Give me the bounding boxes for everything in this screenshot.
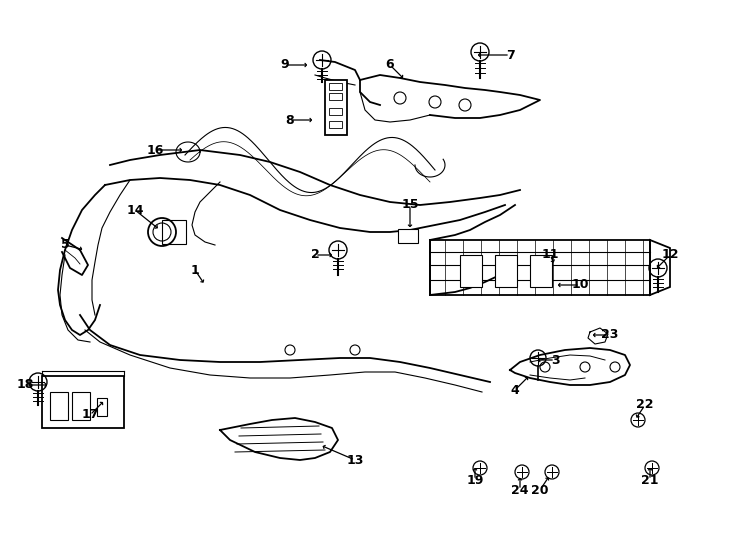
Bar [329, 93, 342, 100]
Text: 19: 19 [466, 474, 484, 487]
Bar [97, 398, 107, 416]
Text: 1: 1 [191, 264, 200, 276]
Text: 24: 24 [512, 483, 528, 496]
Text: 15: 15 [401, 199, 419, 212]
Text: 16: 16 [146, 144, 164, 157]
Text: 22: 22 [636, 399, 654, 411]
Text: 23: 23 [601, 328, 619, 341]
Text: 9: 9 [280, 58, 289, 71]
Bar [325, 80, 347, 135]
Text: 20: 20 [531, 483, 549, 496]
FancyBboxPatch shape [162, 220, 186, 244]
Text: 17: 17 [81, 408, 99, 422]
Text: 6: 6 [385, 58, 394, 71]
Bar [50, 392, 68, 420]
Bar [42, 376, 124, 428]
Text: 2: 2 [310, 248, 319, 261]
Text: 7: 7 [506, 49, 515, 62]
Text: 13: 13 [346, 454, 363, 467]
Text: 21: 21 [642, 474, 658, 487]
Text: 11: 11 [541, 248, 559, 261]
Bar [460, 255, 482, 287]
Text: 5: 5 [61, 239, 70, 252]
Text: 12: 12 [661, 248, 679, 261]
Bar [329, 121, 342, 128]
Bar [329, 83, 342, 90]
Bar [398, 229, 418, 243]
Bar [72, 392, 90, 420]
Text: 14: 14 [126, 204, 144, 217]
Text: 3: 3 [550, 354, 559, 367]
Text: 10: 10 [571, 279, 589, 292]
Text: 18: 18 [16, 379, 34, 392]
Text: 4: 4 [511, 383, 520, 396]
Bar [329, 108, 342, 115]
Text: 8: 8 [286, 113, 294, 126]
FancyBboxPatch shape [430, 240, 650, 295]
Bar [530, 255, 552, 287]
Bar [495, 255, 517, 287]
